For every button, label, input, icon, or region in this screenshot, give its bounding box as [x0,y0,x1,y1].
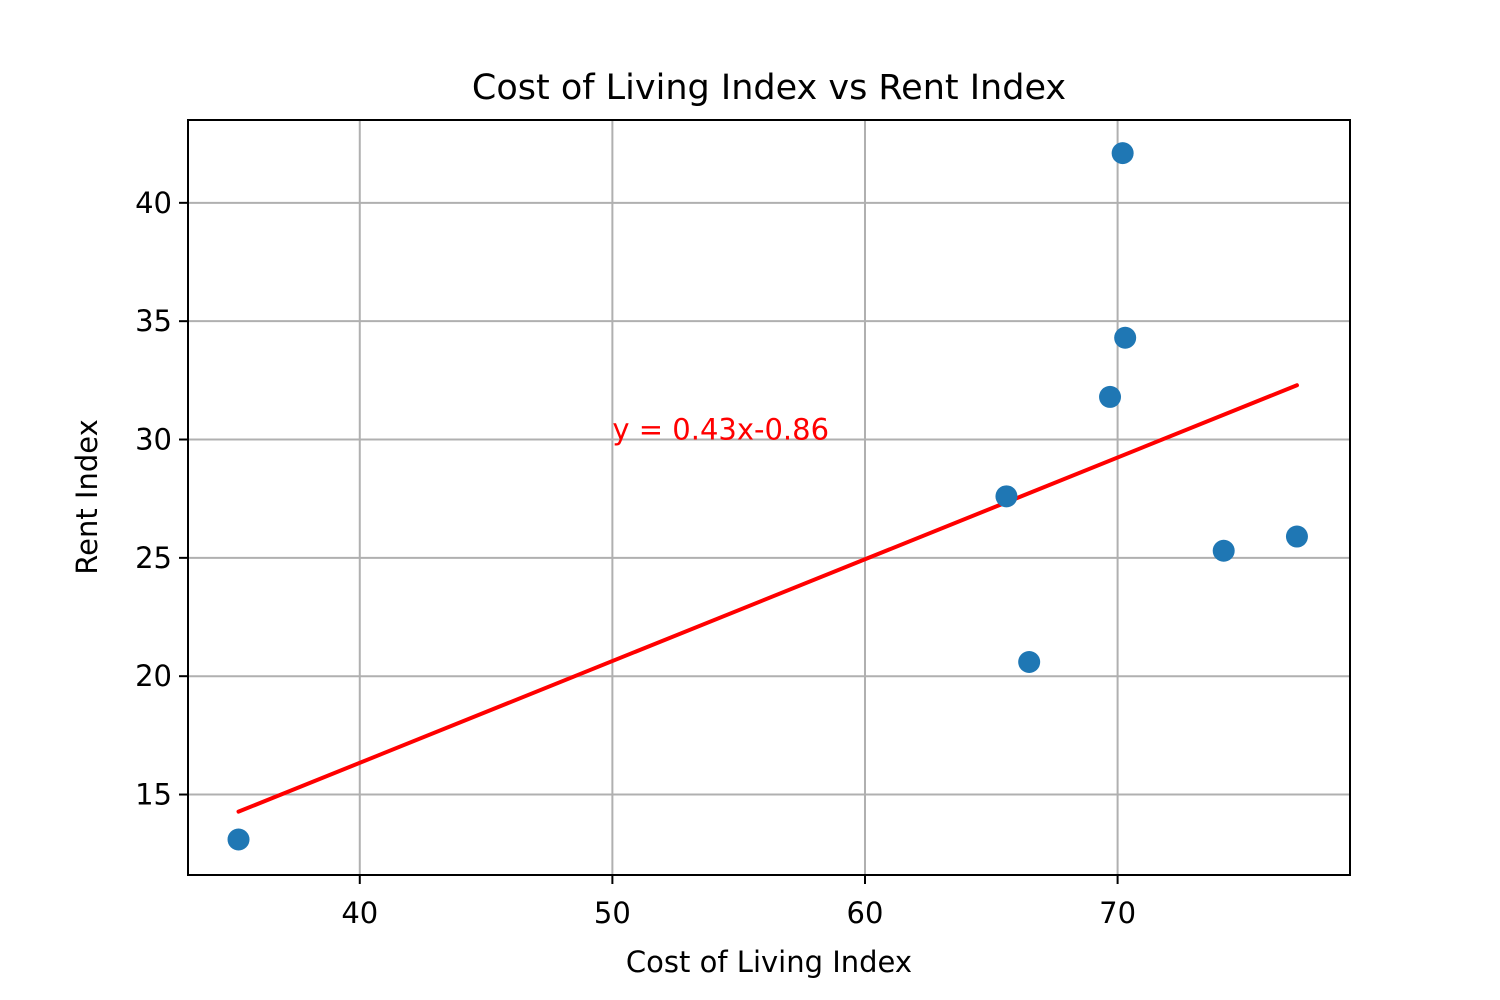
y-tick-label: 25 [135,541,172,575]
data-point [1018,650,1041,673]
data-point [227,828,250,851]
y-axis-label: Rent Index [70,419,104,575]
x-axis-ticks: 40 50 60 70 [341,875,1136,930]
trendline [236,383,1299,814]
data-point [1099,385,1122,408]
x-tick-label: 60 [847,896,884,930]
y-tick-label: 15 [135,778,172,812]
y-tick-label: 35 [135,304,172,338]
trendline-equation: y = 0.43x-0.86 [612,413,829,447]
data-point [1212,539,1235,562]
x-tick-label: 70 [1099,896,1136,930]
data-point [1114,326,1137,349]
data-point [1285,525,1308,548]
x-tick-label: 40 [341,896,378,930]
y-tick-label: 20 [135,659,172,693]
data-points [227,142,1308,851]
data-point [1111,142,1134,165]
y-tick-label: 30 [135,423,172,457]
x-axis-label: Cost of Living Index [626,945,912,979]
y-axis-ticks: 15 20 25 30 35 40 [135,186,188,812]
grid [188,120,1350,875]
y-tick-label: 40 [135,186,172,220]
chart-title: Cost of Living Index vs Rent Index [472,68,1066,108]
x-tick-label: 50 [594,896,631,930]
trendline-layer [236,383,1299,814]
data-point [995,485,1018,508]
plot-frame [187,119,1351,876]
